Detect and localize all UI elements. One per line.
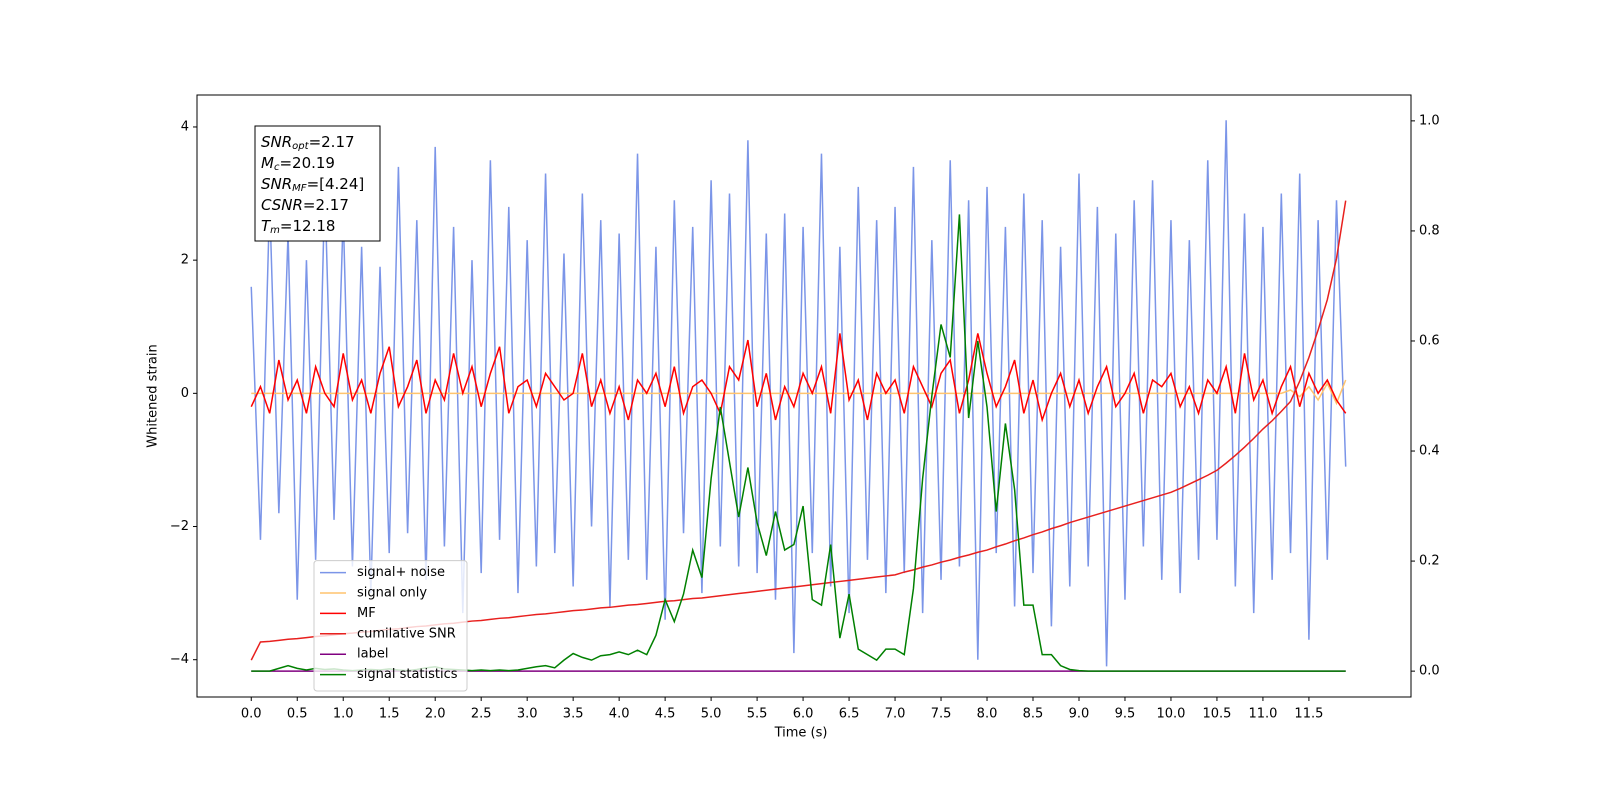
- series-line: [250, 333, 1347, 423]
- x-tick-label: 0.0: [241, 707, 262, 722]
- stats-subscript: opt: [292, 141, 309, 152]
- stats-subscript: c: [274, 162, 280, 173]
- legend: signal+ noise signal only MF cumilative SNR…: [313, 560, 468, 692]
- stats-line: Tm=12.18: [261, 217, 335, 237]
- stats-value: =20.19: [279, 154, 335, 172]
- x-tick-label: 5.5: [747, 707, 768, 722]
- legend-label: label: [357, 647, 388, 662]
- stats-value: =12.18: [280, 217, 336, 235]
- x-tick-label: 10.5: [1202, 707, 1231, 722]
- legend-label: signal+ noise: [357, 565, 445, 580]
- y-tick-label: 2: [181, 253, 189, 268]
- y2-tick-label: 0.4: [1419, 444, 1440, 459]
- x-tick-label: 7.5: [931, 707, 952, 722]
- stats-symbol: SNR: [261, 133, 292, 151]
- y-tick-label: 4: [181, 119, 189, 134]
- x-tick-label: 11.0: [1248, 707, 1277, 722]
- legend-label: signal only: [357, 586, 427, 601]
- x-tick-label: 3.0: [517, 707, 538, 722]
- x-axis-label: Time (s): [774, 726, 828, 741]
- legend-frame: [313, 560, 468, 692]
- x-tick-label: 2.0: [425, 707, 446, 722]
- y-tick-label: −4: [170, 652, 189, 667]
- y-axis-label: Whitened strain: [146, 344, 161, 447]
- y2-tick-label: 1.0: [1419, 113, 1440, 128]
- x-tick-label: 1.5: [379, 707, 400, 722]
- legend-label: MF: [357, 606, 376, 621]
- x-tick-label: 4.0: [609, 707, 630, 722]
- stats-box: SNRopt=2.17Mc=20.19SNRMF=[4.24]CSNR=2.17…: [254, 125, 381, 242]
- y2-tick-label: 0.0: [1419, 664, 1440, 679]
- stats-symbol: CSNR: [261, 196, 303, 214]
- x-tick-label: 9.5: [1115, 707, 1136, 722]
- legend-label: cumilative SNR: [357, 626, 456, 641]
- x-tick-label: 8.0: [977, 707, 998, 722]
- x-tick-label: 7.0: [885, 707, 906, 722]
- stats-line: CSNR=2.17: [261, 196, 349, 214]
- stats-symbol: M: [261, 154, 274, 172]
- legend-label: signal statistics: [357, 667, 458, 682]
- stats-symbol: SNR: [261, 175, 292, 193]
- x-tick-label: 0.5: [287, 707, 308, 722]
- y2-tick-label: 0.8: [1419, 223, 1440, 238]
- x-tick-label: 8.5: [1023, 707, 1044, 722]
- stats-subscript: MF: [292, 183, 307, 194]
- x-tick-label: 6.0: [793, 707, 814, 722]
- stats-line: SNRMF=[4.24]: [261, 175, 364, 195]
- stats-value: =[4.24]: [307, 175, 365, 193]
- plot-frame: [196, 94, 1412, 698]
- x-tick-label: 5.0: [701, 707, 722, 722]
- series-line: [251, 379, 1347, 406]
- x-tick-label: 10.0: [1156, 707, 1185, 722]
- stats-box-frame: [254, 125, 381, 242]
- x-tick-label: 3.5: [563, 707, 584, 722]
- x-tick-label: 4.5: [655, 707, 676, 722]
- stats-line: SNRopt=2.17: [261, 133, 355, 153]
- y-tick-label: 0: [181, 386, 189, 401]
- stats-value: =2.17: [309, 133, 355, 151]
- stats-subscript: m: [270, 225, 280, 236]
- y2-tick-label: 0.6: [1419, 333, 1440, 348]
- stats-value: =2.17: [303, 196, 349, 214]
- x-tick-label: 9.0: [1069, 707, 1090, 722]
- y-tick-label: −2: [170, 519, 189, 534]
- x-tick-label: 6.5: [839, 707, 860, 722]
- series-line: [250, 120, 1347, 667]
- x-tick-label: 2.5: [471, 707, 492, 722]
- stats-line: Mc=20.19: [261, 154, 335, 174]
- y2-tick-label: 0.2: [1419, 554, 1440, 569]
- x-tick-label: 1.0: [333, 707, 354, 722]
- x-tick-label: 11.5: [1294, 707, 1323, 722]
- stats-symbol: T: [261, 217, 272, 235]
